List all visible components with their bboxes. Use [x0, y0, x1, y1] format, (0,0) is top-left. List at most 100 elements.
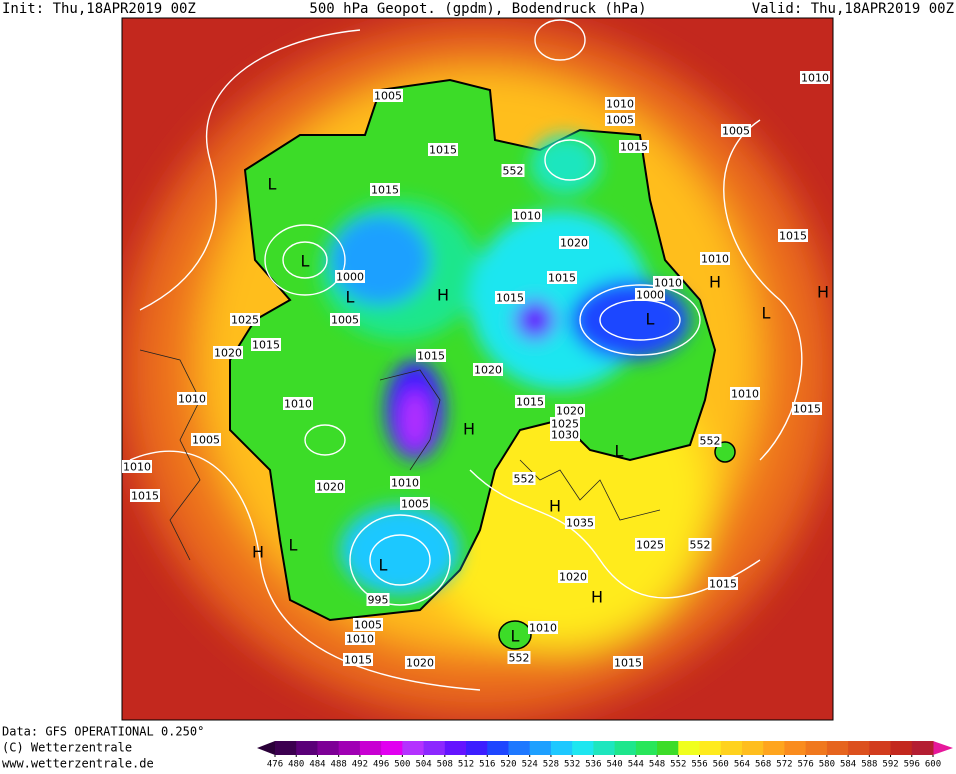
- colorbar-label: 544: [628, 760, 644, 770]
- colorbar-bin: [402, 741, 425, 755]
- isobar-label: 1010: [123, 461, 151, 474]
- colorbar-bin: [911, 741, 934, 755]
- isobar-label: 1010: [391, 477, 419, 490]
- isobar-label-box: [330, 313, 360, 326]
- colorbar-label: 504: [415, 760, 431, 770]
- isobar-label-box: [353, 618, 383, 631]
- isobar-label-box: [635, 288, 665, 301]
- colorbar-bin: [317, 741, 340, 755]
- isobar-label: 1010: [178, 393, 206, 406]
- isobar-label: 1025: [551, 418, 579, 431]
- isobar-label-box: [688, 538, 712, 551]
- isobar-label: 1020: [214, 347, 242, 360]
- colorbar-bin: [444, 741, 467, 755]
- colorbar-bin: [741, 741, 764, 755]
- pressure-center: L: [615, 442, 624, 461]
- colorbar-bin: [423, 741, 446, 755]
- colorbar-label: 580: [819, 760, 835, 770]
- colorbar-label: 536: [585, 760, 601, 770]
- colorbar-bin: [508, 741, 531, 755]
- pressure-center: L: [511, 627, 520, 646]
- colorbar-bin: [699, 741, 722, 755]
- pressure-center: L: [301, 252, 310, 271]
- isobar-label-box: [390, 476, 420, 489]
- isobar-label-box: [565, 516, 595, 529]
- isobar-label-box: [778, 229, 808, 242]
- isobar-label-box: [191, 433, 221, 446]
- isobar-label-box: [619, 140, 649, 153]
- isobar-label: 1015: [548, 272, 576, 285]
- coastlines: [139, 349, 661, 561]
- isobar-label: 1010: [801, 72, 829, 85]
- isobar-label: 552: [509, 652, 530, 665]
- colorbar-label: 592: [882, 760, 898, 770]
- isobar-label: 1010: [654, 277, 682, 290]
- isobar-label: 1005: [606, 114, 634, 127]
- colorbar-label: 476: [267, 760, 283, 770]
- pressure-center: L: [762, 304, 771, 323]
- isobar-label-box: [251, 338, 281, 351]
- colorbar-bin: [593, 741, 616, 755]
- colorbar-label: 560: [713, 760, 729, 770]
- isobar-label-box: [708, 577, 738, 590]
- isobar-label-box: [559, 236, 589, 249]
- isobar-label-box: [370, 183, 400, 196]
- colorbar-label: 480: [288, 760, 304, 770]
- pressure-center: H: [709, 273, 721, 292]
- colorbar-bin: [635, 741, 658, 755]
- isobar-label: 1015: [496, 292, 524, 305]
- colorbar-label: 512: [458, 760, 474, 770]
- colorbar-label: 572: [776, 760, 792, 770]
- colorbar-bin: [657, 741, 679, 755]
- isobar-label: 552: [690, 539, 711, 552]
- isobar-label-box: [512, 209, 542, 222]
- isobar-label-box: [473, 363, 503, 376]
- isobar-label: 552: [700, 435, 721, 448]
- colorbar-bin: [550, 741, 573, 755]
- colorbar-bin: [890, 741, 913, 755]
- colorbar-label: 500: [394, 760, 410, 770]
- isobar-label: 1010: [606, 98, 634, 111]
- isobar-label: 1035: [566, 517, 594, 530]
- colorbar-label: 568: [755, 760, 771, 770]
- isobar-label-box: [698, 434, 722, 447]
- isobar-label: 1015: [614, 657, 642, 670]
- colorbar-label: 488: [331, 760, 347, 770]
- isobar-label: 1020: [560, 237, 588, 250]
- isobar-label: 1015: [779, 230, 807, 243]
- colorbar-bin: [763, 741, 785, 755]
- colorbar-bin: [275, 741, 297, 755]
- isobar-label-box: [366, 593, 390, 606]
- colorbar-label: 508: [437, 760, 453, 770]
- url: www.wetterzentrale.de: [2, 757, 154, 771]
- isobar-label: 1015: [620, 141, 648, 154]
- isobar-label: 1005: [401, 498, 429, 511]
- colorbar-bin: [466, 741, 488, 755]
- isobar-label: 1020: [556, 405, 584, 418]
- isobar-label: 1015: [252, 339, 280, 352]
- isobar-label-box: [495, 291, 525, 304]
- colorbar-over: [933, 741, 953, 755]
- pressure-center: H: [591, 588, 603, 607]
- isobar-label: 1015: [429, 144, 457, 157]
- colorbar-bin: [848, 741, 870, 755]
- isobar-label: 1010: [346, 633, 374, 646]
- colorbar-label: 564: [734, 760, 750, 770]
- colorbar-bin: [720, 741, 743, 755]
- isobar-label: 1025: [231, 314, 259, 327]
- colorbar-label: 600: [925, 760, 941, 770]
- pressure-center: L: [646, 310, 655, 329]
- colorbar-label: 576: [798, 760, 814, 770]
- colorbar-label: 484: [309, 760, 325, 770]
- colorbar-bin: [805, 741, 828, 755]
- isobar-label: 1015: [344, 654, 372, 667]
- colorbar-label: 540: [606, 760, 622, 770]
- pressure-center: H: [463, 420, 475, 439]
- colorbar-bin: [487, 741, 509, 755]
- isobar-label-box: [405, 656, 435, 669]
- isobar-label-box: [555, 404, 585, 417]
- pressure-center: H: [817, 283, 829, 302]
- colorbar-bin: [614, 741, 637, 755]
- isobar-label-box: [501, 164, 525, 177]
- isobar-label-box: [528, 621, 558, 634]
